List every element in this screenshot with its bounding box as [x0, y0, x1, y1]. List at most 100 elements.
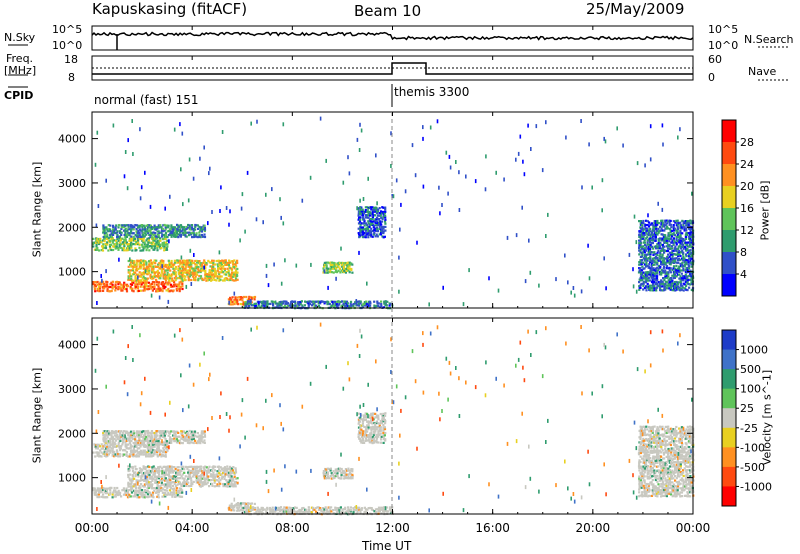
- heatmap-cell: [110, 236, 113, 239]
- heatmap-cell: [253, 298, 256, 301]
- heatmap-cell: [107, 449, 110, 452]
- heatmap-cell: [689, 251, 692, 254]
- heatmap-cell: [349, 509, 352, 512]
- heatmap-cell: [381, 217, 384, 221]
- heatmap-cell: [250, 296, 254, 299]
- heatmap-cell: [227, 475, 230, 478]
- heatmap-cell: [181, 267, 184, 270]
- heatmap-cell: [163, 471, 166, 474]
- heatmap-cell: [151, 439, 154, 442]
- heatmap-cell: [168, 290, 171, 293]
- heatmap-cell: [668, 261, 671, 264]
- heatmap-cell: [132, 261, 135, 264]
- heatmap-cell: [524, 279, 527, 284]
- heatmap-cell: [653, 289, 656, 292]
- heatmap-cell: [667, 220, 670, 223]
- heatmap-cell: [672, 229, 675, 232]
- heatmap-cell: [669, 253, 672, 256]
- heatmap-cell: [176, 283, 180, 286]
- heatmap-cell: [316, 506, 319, 509]
- heatmap-cell: [179, 122, 181, 127]
- heatmap-cell: [120, 226, 123, 229]
- heatmap-cell: [122, 287, 125, 290]
- heatmap-cell: [102, 438, 105, 441]
- heatmap-cell: [351, 271, 354, 274]
- heatmap-cell: [247, 298, 251, 301]
- heatmap-cell: [179, 280, 182, 284]
- heatmap-cell: [375, 428, 378, 431]
- heatmap-cell: [655, 220, 658, 223]
- heatmap-cell: [639, 241, 643, 245]
- heatmap-cell: [384, 208, 387, 211]
- heatmap-cell: [382, 306, 385, 309]
- heatmap-cell: [682, 247, 685, 250]
- heatmap-cell: [173, 495, 177, 498]
- heatmap-cell: [649, 241, 652, 244]
- heatmap-cell: [148, 268, 151, 271]
- heatmap-cell: [637, 271, 641, 274]
- heatmap-cell: [143, 491, 146, 494]
- heatmap-cell: [160, 477, 164, 480]
- heatmap-cell: [236, 481, 239, 484]
- heatmap-cell: [137, 441, 140, 444]
- heatmap-cell: [184, 481, 187, 484]
- heatmap-cell: [180, 466, 183, 469]
- heatmap-cell: [677, 269, 681, 272]
- heatmap-cell: [371, 229, 374, 233]
- heatmap-cell: [264, 304, 267, 307]
- heatmap-cell: [124, 441, 127, 444]
- heatmap-cell: [370, 414, 373, 417]
- heatmap-cell: [132, 152, 134, 156]
- heatmap-cell: [638, 233, 641, 236]
- heatmap-cell: [128, 239, 131, 243]
- heatmap-cell: [144, 440, 147, 443]
- heatmap-cell: [238, 504, 241, 507]
- heatmap-cell: [135, 273, 138, 276]
- heatmap-cell: [184, 431, 187, 435]
- heatmap-cell: [160, 443, 163, 446]
- heatmap-cell: [660, 260, 663, 263]
- heatmap-cell: [161, 233, 163, 238]
- heatmap-cell: [668, 237, 671, 241]
- heatmap-cell: [174, 432, 177, 435]
- heatmap-cell: [149, 224, 152, 227]
- heatmap-cell: [120, 243, 123, 246]
- heatmap-cell: [664, 288, 667, 291]
- heatmap-cell: [305, 508, 308, 511]
- heatmap-cell: [357, 302, 360, 305]
- heatmap-cell: [272, 510, 276, 513]
- heatmap-cell: [664, 276, 667, 279]
- heatmap-cell: [368, 210, 371, 214]
- heatmap-cell: [177, 477, 180, 480]
- heatmap-cell: [657, 267, 660, 270]
- heatmap-cell: [107, 224, 110, 227]
- heatmap-cell: [658, 254, 661, 258]
- heatmap-cell: [234, 471, 238, 474]
- heatmap-cell: [138, 467, 141, 470]
- heatmap-cell: [113, 453, 116, 456]
- heatmap-cell: [180, 255, 183, 260]
- heatmap-cell: [652, 238, 655, 241]
- heatmap-cell: [382, 420, 385, 423]
- heatmap-cell: [103, 437, 107, 441]
- heatmap-cell: [233, 299, 236, 302]
- heatmap-cell: [163, 249, 166, 252]
- heatmap-cell: [281, 508, 284, 511]
- heatmap-cell: [188, 436, 191, 439]
- heatmap-cell: [181, 491, 184, 494]
- heatmap-cell: [118, 493, 121, 496]
- heatmap-cell: [371, 235, 374, 238]
- heatmap-cell: [678, 267, 681, 270]
- heatmap-cell: [151, 271, 154, 274]
- heatmap-cell: [174, 233, 177, 236]
- heatmap-cell: [209, 479, 212, 482]
- heatmap-cell: [684, 241, 688, 244]
- heatmap-cell: [337, 476, 340, 480]
- heatmap-cell: [642, 249, 645, 252]
- heatmap-cell: [442, 285, 444, 290]
- heatmap-cell: [106, 450, 109, 453]
- heatmap-cell: [242, 303, 245, 306]
- heatmap-cell: [111, 450, 114, 453]
- heatmap-cell: [383, 220, 387, 223]
- heatmap-cell: [206, 477, 209, 480]
